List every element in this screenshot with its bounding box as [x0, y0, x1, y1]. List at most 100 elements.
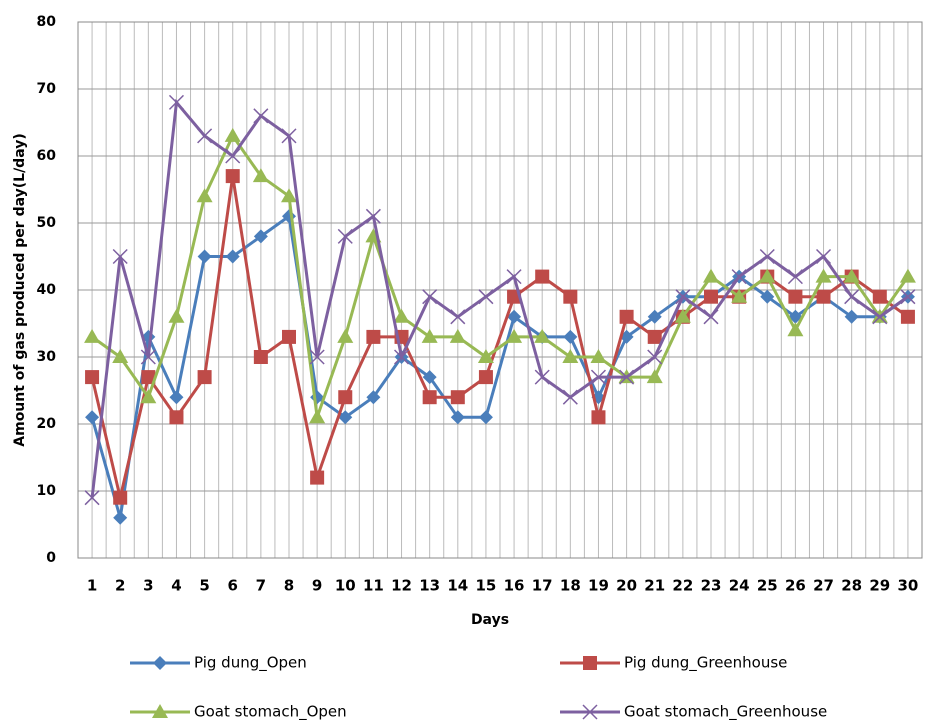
legend-marker — [582, 704, 598, 720]
legend-item: Goat stomach_Open — [130, 703, 347, 722]
marker — [450, 390, 465, 405]
marker — [197, 128, 213, 144]
legend-label: Goat stomach_Greenhouse — [624, 703, 827, 722]
marker — [309, 409, 326, 424]
marker — [338, 390, 353, 405]
marker — [788, 289, 803, 304]
x-tick-label: 2 — [115, 577, 125, 595]
marker — [506, 328, 523, 343]
marker — [394, 349, 410, 365]
marker — [816, 248, 832, 265]
marker — [140, 389, 157, 404]
marker — [140, 349, 156, 365]
x-tick-label: 30 — [897, 577, 918, 595]
marker — [85, 370, 100, 385]
marker — [84, 490, 100, 506]
x-tick-label: 9 — [312, 577, 322, 595]
marker — [731, 288, 748, 303]
y-tick-label: 60 — [37, 148, 57, 164]
x-tick-label: 23 — [701, 577, 722, 595]
marker — [450, 309, 466, 325]
marker — [168, 308, 185, 323]
marker — [563, 289, 578, 304]
marker — [113, 510, 128, 525]
marker — [197, 249, 212, 264]
marker — [674, 308, 691, 323]
marker — [562, 349, 579, 363]
series-line — [90, 98, 909, 498]
marker — [759, 268, 776, 283]
y-tick-label: 80 — [37, 14, 57, 30]
marker — [591, 410, 606, 425]
legend-item: Goat stomach_Greenhouse — [560, 703, 827, 722]
x-tick-label: 21 — [644, 577, 665, 595]
series — [84, 94, 916, 506]
marker — [506, 269, 522, 285]
marker — [196, 188, 213, 203]
marker — [253, 229, 268, 244]
marker — [703, 268, 719, 283]
marker — [224, 127, 241, 142]
marker — [477, 349, 494, 363]
marker — [169, 410, 184, 425]
x-tick-label: 15 — [475, 577, 496, 595]
marker — [816, 289, 831, 304]
marker — [647, 329, 662, 344]
x-tick-label: 12 — [391, 577, 412, 595]
marker — [675, 289, 691, 305]
marker — [281, 188, 297, 203]
marker — [422, 370, 437, 385]
y-tick-label: 40 — [37, 282, 57, 298]
x-tick-label: 28 — [841, 577, 862, 595]
marker — [85, 410, 100, 425]
marker — [168, 94, 184, 110]
marker — [449, 328, 466, 343]
marker — [393, 308, 410, 323]
marker — [450, 410, 465, 425]
marker — [113, 490, 128, 505]
legend-label: Goat stomach_Open — [194, 703, 347, 722]
marker — [421, 328, 438, 343]
x-tick-label: 5 — [199, 577, 209, 595]
y-tick-label: 30 — [37, 349, 57, 365]
y-axis-title: Amount of gas produced per day(L/day) — [12, 133, 28, 446]
y-tick-label: 50 — [37, 215, 57, 231]
marker — [759, 248, 775, 265]
marker — [731, 269, 747, 285]
plot-border — [77, 21, 923, 559]
x-tick-label: 27 — [813, 577, 834, 595]
marker — [535, 269, 550, 284]
x-tick-label: 6 — [228, 577, 238, 595]
marker — [507, 309, 522, 324]
x-tick-label: 3 — [143, 577, 153, 595]
marker — [337, 328, 354, 343]
marker — [169, 390, 184, 405]
marker — [590, 369, 606, 385]
marker — [760, 289, 775, 304]
marker — [478, 410, 493, 425]
marker — [337, 228, 353, 244]
legend-marker — [583, 656, 597, 670]
x-tick-label: 20 — [616, 577, 637, 595]
marker — [534, 369, 550, 385]
legend-label: Pig dung_Greenhouse — [624, 654, 787, 673]
marker — [872, 309, 888, 325]
marker — [252, 168, 269, 183]
marker — [844, 289, 860, 305]
marker — [282, 329, 296, 344]
marker — [422, 390, 437, 405]
x-tick-label: 29 — [869, 577, 890, 595]
x-tick-label: 18 — [560, 577, 581, 595]
marker — [141, 370, 156, 385]
y-tick-label: 20 — [37, 416, 57, 432]
marker — [366, 390, 381, 405]
y-tick-label: 0 — [46, 550, 56, 566]
x-tick-label: 22 — [672, 577, 693, 595]
marker — [478, 370, 493, 385]
x-tick-label: 16 — [504, 577, 525, 595]
marker — [253, 350, 268, 364]
marker — [310, 470, 325, 485]
marker — [900, 309, 915, 324]
marker — [253, 108, 269, 124]
